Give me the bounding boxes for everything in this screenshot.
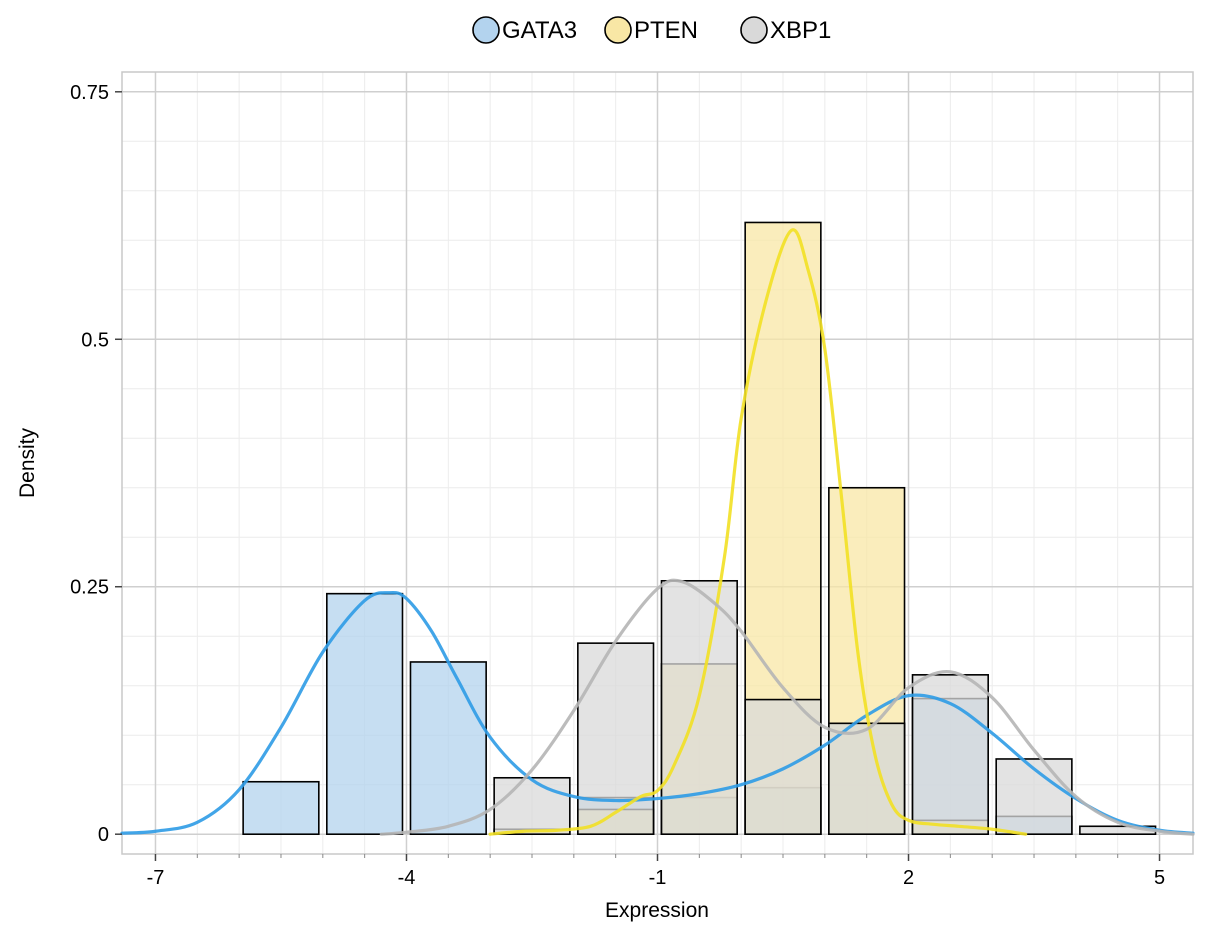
bar-xbp1 bbox=[911, 674, 989, 836]
y-tick-label: 0.5 bbox=[81, 329, 109, 351]
density-curve-gata3 bbox=[120, 590, 1195, 835]
bar-xbp1 bbox=[660, 579, 738, 836]
bar-xbp1 bbox=[744, 698, 822, 836]
bar-gata3 bbox=[326, 592, 404, 836]
x-axis-label: Expression bbox=[605, 899, 709, 922]
bar-xbp1 bbox=[577, 642, 655, 836]
x-tick-label: 5 bbox=[1154, 867, 1165, 889]
legend-label-gata3: GATA3 bbox=[502, 17, 577, 44]
density-curve-xbp1 bbox=[379, 578, 1195, 836]
x-tick-label: 2 bbox=[903, 867, 914, 889]
bar-xbp1 bbox=[493, 776, 571, 836]
legend-marker-xbp1 bbox=[740, 16, 768, 44]
major-grid bbox=[122, 72, 1193, 854]
x-tick-label: -7 bbox=[147, 867, 165, 889]
x-tick-label: -4 bbox=[398, 867, 416, 889]
histogram-bars bbox=[242, 221, 1157, 836]
density-curve-pten bbox=[488, 228, 1028, 836]
legend-marker-pten bbox=[604, 16, 632, 44]
bar-gata3 bbox=[242, 780, 320, 836]
x-tick-label: -1 bbox=[649, 867, 667, 889]
legend-label-xbp1: XBP1 bbox=[770, 17, 831, 44]
y-axis-label: Density bbox=[16, 427, 39, 498]
y-tick-label: 0 bbox=[98, 824, 109, 846]
y-tick-label: 0.25 bbox=[70, 577, 109, 599]
density-curves bbox=[120, 228, 1195, 836]
bar-gata3 bbox=[409, 661, 487, 836]
legend: GATA3 PTEN XBP1 bbox=[472, 16, 831, 44]
y-tick-label: 0.75 bbox=[70, 82, 109, 104]
axes: -7 -4 -1 2 5 0 0.25 0.5 0.75 bbox=[70, 82, 1165, 889]
bar-xbp1 bbox=[828, 722, 906, 836]
legend-marker-gata3 bbox=[472, 16, 500, 44]
legend-label-pten: PTEN bbox=[634, 17, 698, 44]
